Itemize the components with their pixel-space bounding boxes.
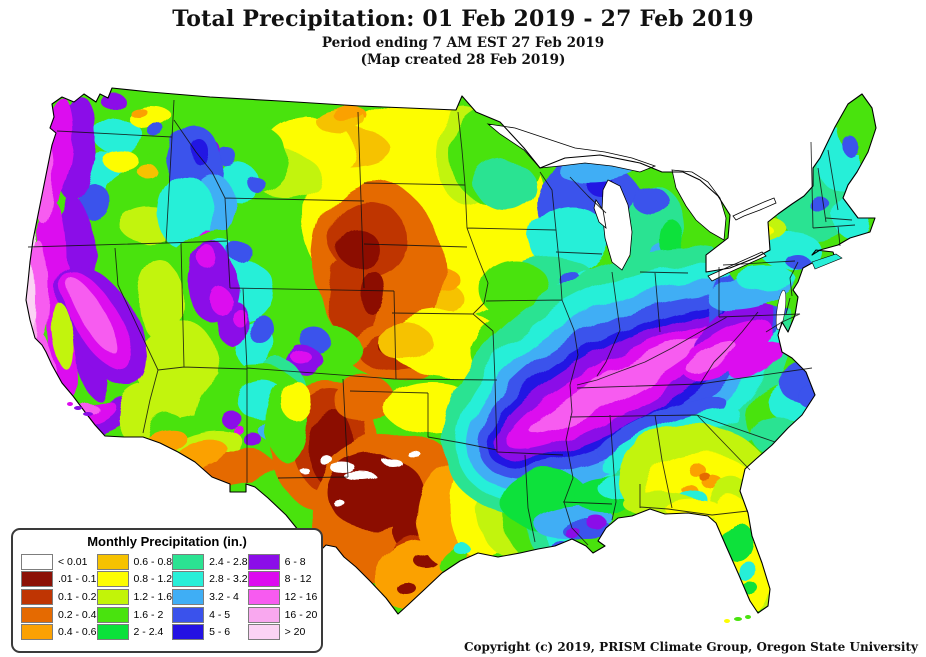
legend-range-label: 1.6 - 2 <box>133 608 164 621</box>
legend-item: < 0.01 <box>21 553 97 571</box>
legend-item: 2.8 - 3.2 <box>172 571 248 589</box>
legend-color-swatch <box>96 571 129 588</box>
legend-color-swatch <box>21 571 53 588</box>
legend-item: 0.2 - 0.4 <box>21 606 97 624</box>
lake-michigan <box>601 179 633 271</box>
legend-item: 16 - 20 <box>247 606 318 624</box>
chesapeake-bay <box>775 289 787 331</box>
legend-color-swatch <box>172 624 205 641</box>
legend-color-swatch <box>247 588 280 605</box>
legend-item: 2.4 - 2.8 <box>172 553 248 571</box>
legend-item: 5 - 6 <box>172 623 248 641</box>
legend-color-swatch <box>172 571 205 588</box>
legend-color-swatch <box>247 571 280 588</box>
legend-range-label: 16 - 20 <box>284 608 318 621</box>
legend-range-label: 4 - 5 <box>209 608 231 621</box>
page-title: Total Precipitation: 01 Feb 2019 - 27 Fe… <box>172 6 754 32</box>
copyright-notice: Copyright (c) 2019, PRISM Climate Group,… <box>463 640 918 654</box>
legend-item: 6 - 8 <box>247 553 318 571</box>
legend-range-label: 1.2 - 1.6 <box>133 590 173 603</box>
map-created-note: (Map created 28 Feb 2019) <box>360 52 566 68</box>
legend-item: 0.6 - 0.8 <box>96 553 173 571</box>
legend-range-label: < 0.01 <box>58 555 88 568</box>
legend-color-swatch <box>21 624 53 641</box>
legend-color-swatch <box>21 588 53 605</box>
legend-range-label: 6 - 8 <box>284 555 306 568</box>
legend-range-label: 2.4 - 2.8 <box>209 555 248 568</box>
legend-grid: < 0.01 .01 - 0.1 0.1 - 0.2 0.2 - 0.4 0.4… <box>13 551 321 647</box>
legend-item: > 20 <box>247 623 318 641</box>
legend-color-swatch <box>96 606 129 623</box>
legend-item: 2 - 2.4 <box>96 623 173 641</box>
legend-range-label: 12 - 16 <box>284 590 318 603</box>
legend-item: 12 - 16 <box>247 588 318 606</box>
green-bay <box>593 199 607 230</box>
lake-huron <box>671 169 727 241</box>
legend-item: 3.2 - 4 <box>172 588 248 606</box>
legend-range-label: 0.1 - 0.2 <box>58 590 97 603</box>
legend-item: .01 - 0.1 <box>21 571 97 589</box>
legend-item: 0.8 - 1.2 <box>96 571 173 589</box>
legend-range-label: 2.8 - 3.2 <box>209 573 248 586</box>
legend-color-swatch <box>96 588 129 605</box>
legend-color-swatch <box>21 606 53 623</box>
great-lakes <box>486 123 787 331</box>
legend-range-label: 8 - 12 <box>284 573 312 586</box>
legend-color-swatch <box>172 553 205 570</box>
legend-color-swatch <box>21 553 53 570</box>
legend-item: 8 - 12 <box>247 571 318 589</box>
state-borders <box>27 99 856 546</box>
legend-item: 4 - 5 <box>172 606 248 624</box>
page-subtitle: Period ending 7 AM EST 27 Feb 2019 <box>321 35 605 51</box>
legend-item: 1.2 - 1.6 <box>96 588 173 606</box>
legend-range-label: 0.8 - 1.2 <box>133 573 173 586</box>
legend-color-swatch <box>172 588 205 605</box>
precip-raster <box>26 88 876 614</box>
legend-range-label: 0.4 - 0.6 <box>58 626 97 639</box>
legend-range-label: .01 - 0.1 <box>58 573 97 586</box>
legend-color-swatch <box>247 606 280 623</box>
legend-range-label: 5 - 6 <box>209 626 231 639</box>
legend-item: 0.1 - 0.2 <box>21 588 97 606</box>
legend-range-label: 3.2 - 4 <box>209 590 239 603</box>
legend-range-label: > 20 <box>284 626 306 639</box>
us-outline <box>25 87 877 615</box>
legend-range-label: 2 - 2.4 <box>133 626 164 639</box>
long-island <box>811 253 843 270</box>
lake-ontario <box>732 197 777 221</box>
legend-range-label: 0.2 - 0.4 <box>58 608 97 621</box>
legend-color-swatch <box>172 606 205 623</box>
legend-item: 0.4 - 0.6 <box>21 623 97 641</box>
lake-superior <box>486 123 657 173</box>
map-legend: Monthly Precipitation (in.) < 0.01 .01 -… <box>11 528 323 653</box>
offshore-islands <box>67 253 843 623</box>
legend-color-swatch <box>96 553 129 570</box>
legend-color-swatch <box>96 624 129 641</box>
legend-title: Monthly Precipitation (in.) <box>87 534 247 549</box>
legend-color-swatch <box>247 624 280 641</box>
legend-range-label: 0.6 - 0.8 <box>133 555 173 568</box>
map-header: Total Precipitation: 01 Feb 2019 - 27 Fe… <box>0 6 926 68</box>
legend-color-swatch <box>247 553 280 570</box>
legend-item: 1.6 - 2 <box>96 606 173 624</box>
